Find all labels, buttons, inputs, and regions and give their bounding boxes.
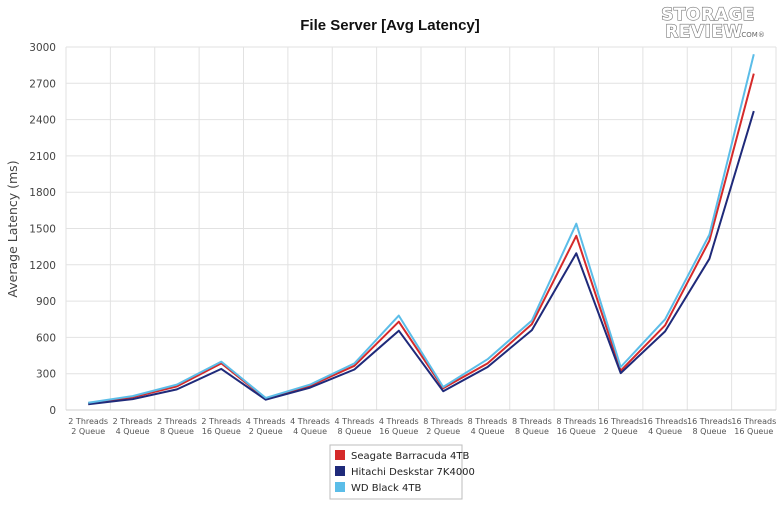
legend-label: WD Black 4TB <box>351 483 421 494</box>
legend-swatch <box>335 482 345 492</box>
series-line-1 <box>88 73 755 405</box>
x-tick-label: 4 Threads 4 Queue <box>290 417 330 436</box>
legend: Seagate Barracuda 4TB Hitachi Deskstar 7K… <box>329 444 475 500</box>
x-tick-label: 8 Threads 16 Queue <box>556 417 596 436</box>
gridlines <box>65 46 777 411</box>
x-tick-label: 8 Threads 2 Queue <box>423 417 463 436</box>
series-line-2 <box>88 110 755 406</box>
series-lines <box>88 54 755 406</box>
x-tick-label: 8 Threads 4 Queue <box>468 417 508 436</box>
x-tick-label: 16 Threads 16 Queue <box>731 417 776 436</box>
y-tick-label: 1200 <box>29 260 56 272</box>
y-tick-labels: 0 300 600 900 1200 1500 1800 2100 2400 2700 3000 <box>29 42 56 417</box>
x-tick-label: 16 Threads 2 Queue <box>598 417 643 436</box>
x-tick-label: 4 Threads 8 Queue <box>335 417 375 436</box>
storagereview-logo: STORAGE REVIEW .COM® <box>661 4 765 42</box>
y-tick-label: 1500 <box>29 224 56 236</box>
x-tick-label: 4 Threads 2 Queue <box>246 417 286 436</box>
logo-line-1: STORAGE <box>661 5 755 25</box>
x-tick-label: 2 Threads 8 Queue <box>157 417 197 436</box>
legend-label: Seagate Barracuda 4TB <box>351 451 469 462</box>
x-tick-label: 16 Threads 4 Queue <box>643 417 688 436</box>
y-tick-label: 1800 <box>29 187 56 199</box>
y-tick-label: 0 <box>49 405 56 417</box>
series-line-3 <box>88 54 755 404</box>
logo-suffix: .COM® <box>739 31 765 39</box>
x-tick-label: 8 Threads 8 Queue <box>512 417 552 436</box>
legend-box <box>329 444 463 500</box>
y-tick-label: 2400 <box>29 115 56 127</box>
x-tick-label: 4 Threads 16 Queue <box>379 417 419 436</box>
y-tick-label: 2700 <box>29 78 56 90</box>
y-tick-label: 2100 <box>29 151 56 163</box>
x-tick-label: 16 Threads 8 Queue <box>687 417 732 436</box>
legend-swatch <box>335 466 345 476</box>
y-tick-label: 600 <box>36 332 56 344</box>
y-axis-label: Average Latency (ms) <box>5 160 20 297</box>
chart-title: File Server [Avg Latency] <box>300 17 480 34</box>
x-tick-label: 2 Threads 4 Queue <box>113 417 153 436</box>
x-tick-label: 2 Threads 16 Queue <box>201 417 241 436</box>
legend-swatch <box>335 450 345 460</box>
y-tick-label: 300 <box>36 369 56 381</box>
y-tick-label: 3000 <box>29 42 56 54</box>
y-tick-label: 900 <box>36 296 56 308</box>
logo-line-2: REVIEW <box>665 22 743 42</box>
x-tick-label: 2 Threads 2 Queue <box>68 417 108 436</box>
legend-label: Hitachi Deskstar 7K4000 <box>351 467 475 478</box>
